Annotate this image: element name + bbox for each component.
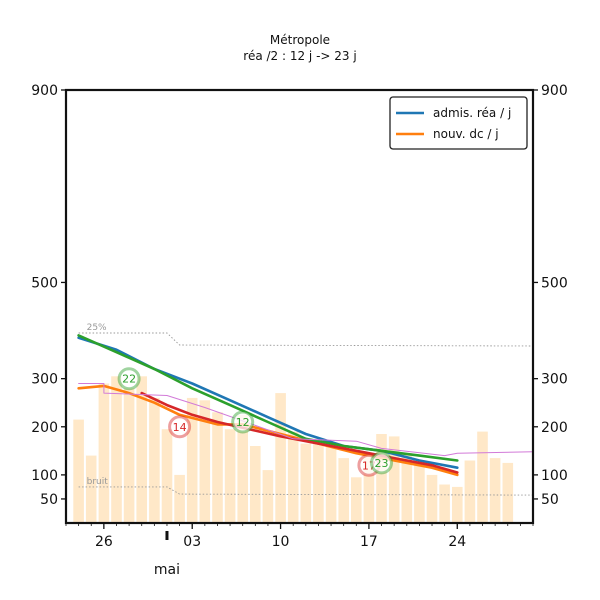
plot-frame — [64, 88, 535, 525]
bar — [275, 393, 286, 523]
bar — [136, 376, 147, 523]
bar — [149, 397, 160, 523]
series-line-0 — [77, 336, 459, 470]
annotation-label: 23 — [375, 457, 389, 470]
bar — [123, 388, 135, 523]
bar — [262, 470, 274, 523]
x-tick-label: 17 — [360, 534, 378, 550]
x-tick-label: 24 — [448, 534, 466, 550]
bar — [287, 431, 299, 523]
bar — [73, 419, 84, 523]
bar — [237, 414, 248, 524]
y-tick-label-right: 200 — [541, 420, 568, 436]
y-tick-label-right: 300 — [541, 372, 568, 388]
bar — [325, 446, 337, 523]
reference-line — [78, 486, 534, 496]
annotation-label: 14 — [173, 421, 187, 434]
reference-line — [78, 332, 534, 347]
y-tick-label-right: 900 — [541, 83, 568, 99]
y-tick-label-right: 500 — [541, 275, 568, 291]
bar — [464, 460, 476, 523]
annotation-marker — [231, 410, 255, 434]
legend-box — [389, 96, 528, 150]
series-line-2 — [77, 334, 459, 462]
bar — [338, 458, 349, 523]
bar — [212, 412, 223, 523]
bar — [439, 484, 450, 523]
y-tick-label: 200 — [31, 420, 58, 436]
bar — [401, 453, 413, 523]
series-line-3 — [140, 391, 459, 474]
y-tick-label: 50 — [40, 492, 58, 508]
chart-subtitle: réa /2 : 12 j -> 23 j — [243, 49, 357, 63]
annotation-label: 22 — [122, 373, 136, 386]
chart-title: Métropole — [269, 33, 331, 47]
y-tick-label: 300 — [31, 372, 58, 388]
x-tick-label: 26 — [95, 534, 113, 550]
bar — [300, 443, 312, 523]
x-tick-label: 10 — [272, 534, 290, 550]
bar — [376, 434, 387, 523]
y-tick-label-right: 50 — [541, 492, 559, 508]
bar — [363, 453, 375, 523]
y-tick-label: 100 — [31, 468, 58, 484]
x-tick-label: 03 — [183, 534, 201, 550]
reference-label: bruit — [87, 477, 109, 487]
x-axis-label: mai — [154, 562, 180, 578]
bar — [489, 458, 501, 523]
bar — [313, 438, 324, 523]
series-line-4 — [78, 383, 534, 457]
bar — [111, 376, 122, 523]
bar — [85, 455, 97, 523]
bar — [388, 436, 400, 523]
bar — [414, 462, 425, 523]
bar — [351, 477, 362, 523]
annotation-marker — [168, 415, 192, 439]
annotation-marker — [370, 451, 393, 475]
y-tick-label: 500 — [31, 275, 58, 291]
bar — [174, 474, 185, 523]
bar — [426, 474, 438, 523]
reference-label: 25% — [87, 323, 107, 333]
bar — [98, 383, 110, 523]
legend-label: nouv. dc / j — [433, 127, 499, 141]
y-tick-label: 900 — [31, 83, 58, 99]
bar — [161, 429, 173, 523]
legend-label: admis. réa / j — [433, 106, 511, 120]
bar — [186, 397, 198, 523]
bar — [502, 462, 514, 523]
bar — [199, 400, 211, 523]
annotation-marker — [117, 367, 141, 391]
bar — [477, 431, 488, 523]
bar — [452, 486, 463, 523]
annotation-label: 12 — [236, 416, 250, 429]
series-line-1 — [77, 384, 459, 477]
bar — [250, 446, 261, 523]
bar — [224, 429, 236, 523]
y-tick-label-right: 100 — [541, 468, 568, 484]
